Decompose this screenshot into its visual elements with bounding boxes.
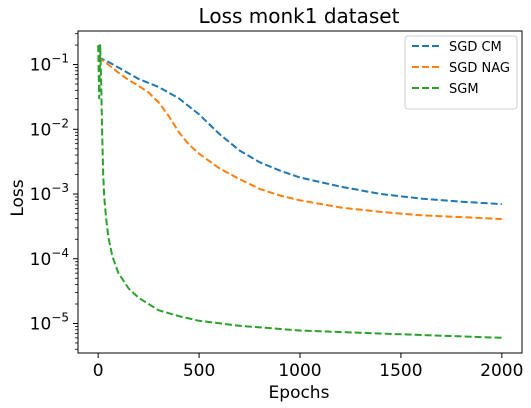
- series-line-sgd-nag: [97, 56, 502, 221]
- y-tick-label: 10−3: [30, 181, 69, 205]
- y-tick-base: 10: [30, 120, 52, 140]
- x-tick-label: 0: [93, 361, 104, 381]
- y-tick-label: 10−4: [30, 246, 69, 270]
- legend-entry: SGD CM: [449, 40, 502, 55]
- x-tick-label: 1000: [278, 361, 321, 381]
- y-tick-exponent: −5: [51, 310, 69, 324]
- y-tick-label: 10−5: [30, 310, 69, 334]
- y-axis-ticks: 10−110−210−310−410−5: [30, 33, 78, 350]
- x-tick-label: 500: [183, 361, 215, 381]
- x-tick-label: 1500: [379, 361, 422, 381]
- x-axis-ticks: 0 500 1000 1500 2000: [93, 353, 523, 381]
- chart-title: Loss monk1 dataset: [199, 4, 400, 28]
- y-axis-label: Loss: [8, 179, 28, 216]
- series-layer: [97, 44, 502, 339]
- y-tick-label: 10−1: [30, 52, 69, 76]
- y-tick-base: 10: [30, 314, 52, 334]
- legend-entry: SGM: [449, 82, 479, 97]
- x-axis-label: Epochs: [269, 383, 330, 403]
- y-tick-label: 10−2: [30, 116, 69, 140]
- y-tick-exponent: −4: [51, 246, 69, 260]
- x-tick-label: 2000: [480, 361, 523, 381]
- y-tick-base: 10: [30, 56, 52, 76]
- y-tick-base: 10: [30, 185, 52, 205]
- y-tick-base: 10: [30, 250, 52, 270]
- y-tick-exponent: −3: [51, 181, 69, 195]
- y-tick-exponent: −2: [51, 116, 69, 130]
- y-tick-exponent: −1: [51, 52, 69, 66]
- legend: SGD CM SGD NAG SGM: [404, 35, 518, 110]
- legend-box: [404, 35, 518, 110]
- series-line-sgd-cm: [97, 56, 502, 206]
- legend-entry: SGD NAG: [449, 61, 510, 76]
- series-line-sgm: [97, 44, 502, 339]
